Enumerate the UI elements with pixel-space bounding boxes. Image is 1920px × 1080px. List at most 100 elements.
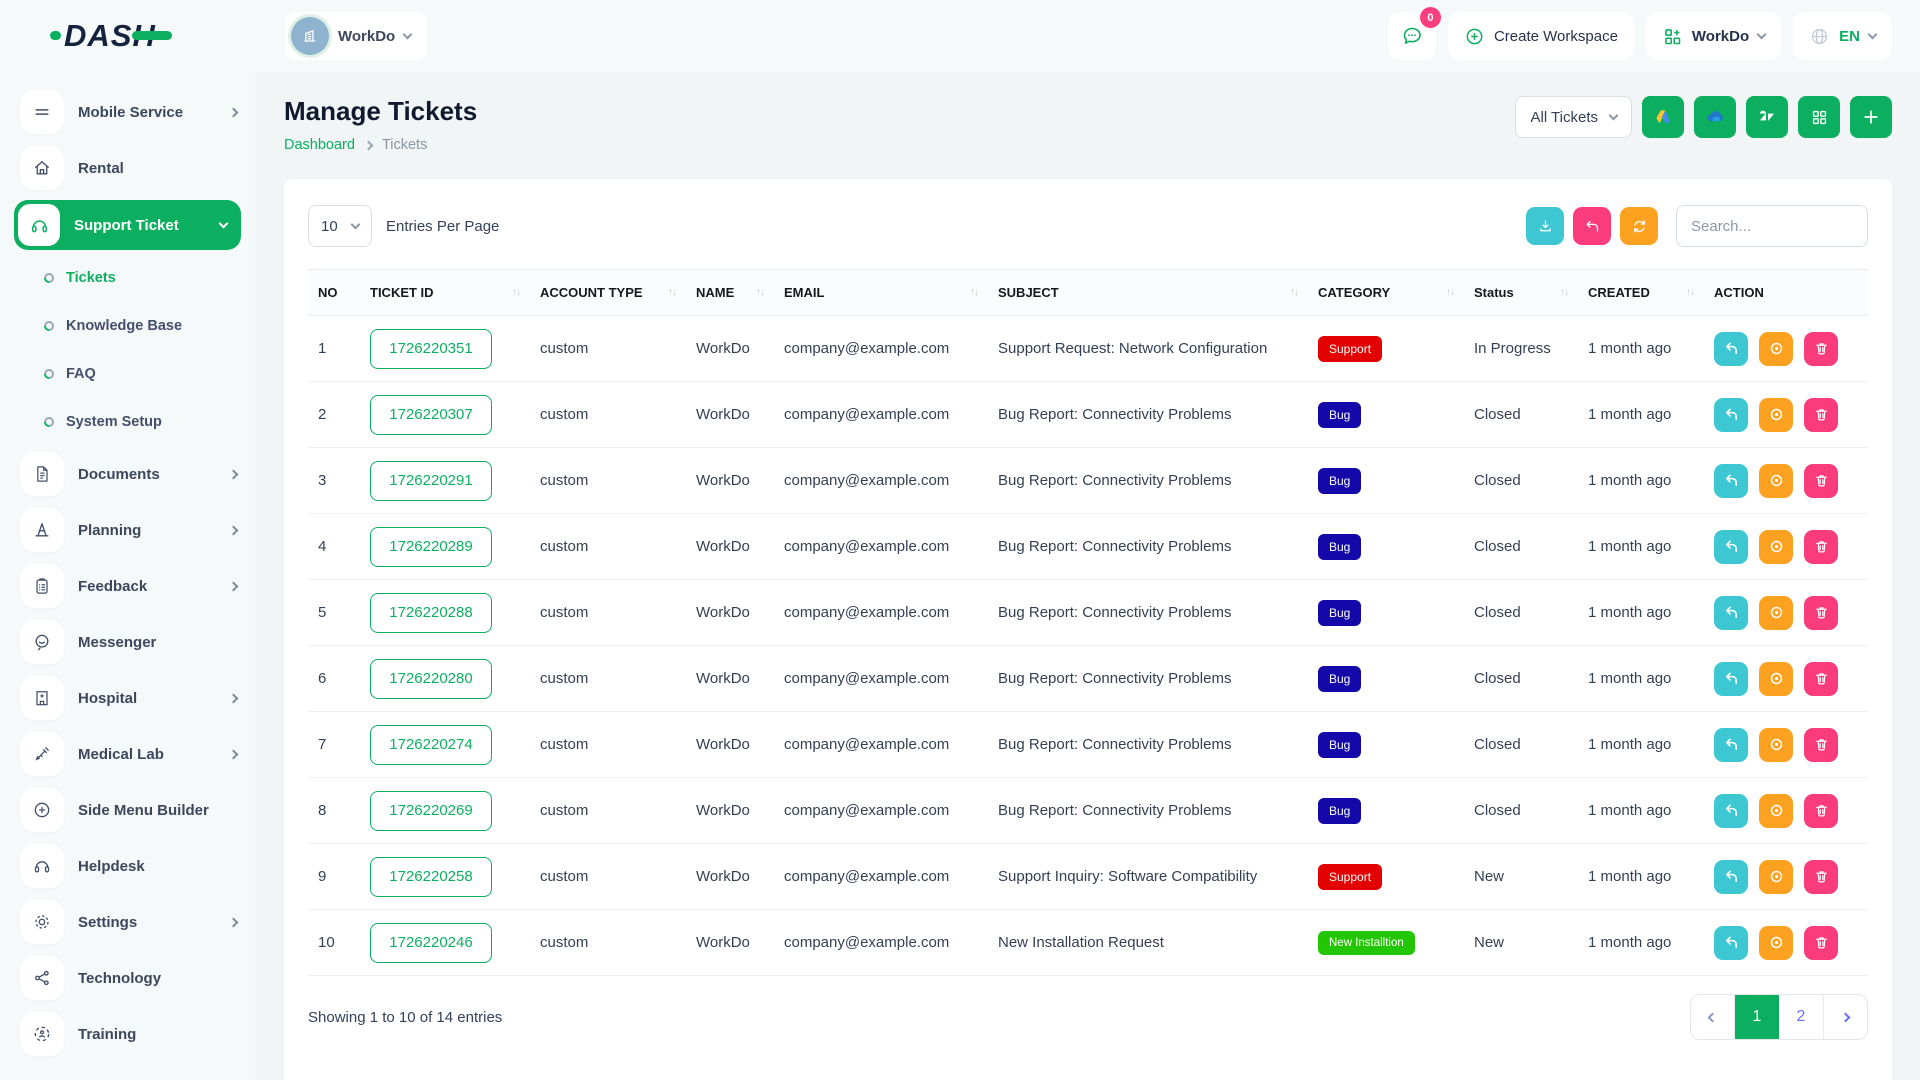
zendesk-button[interactable] — [1746, 96, 1788, 138]
entries-per-page-select[interactable]: 10 — [308, 205, 372, 247]
messages-button[interactable]: 0 — [1388, 12, 1436, 60]
sidebar-item-messenger[interactable]: Messenger — [0, 614, 255, 670]
sidebar-item-rental[interactable]: Rental — [0, 140, 255, 196]
create-workspace-button[interactable]: Create Workspace — [1448, 12, 1634, 60]
ticket-id-button[interactable]: 1726220269 — [370, 791, 492, 831]
reset-button[interactable] — [1573, 207, 1611, 245]
header-email[interactable]: EMAIL↑↓ — [774, 270, 988, 316]
header-name[interactable]: NAME↑↓ — [686, 270, 774, 316]
ticket-id-button[interactable]: 1726220289 — [370, 527, 492, 567]
google-drive-button[interactable] — [1642, 96, 1684, 138]
delete-ticket-button[interactable] — [1804, 794, 1838, 828]
delete-ticket-button[interactable] — [1804, 596, 1838, 630]
delete-ticket-button[interactable] — [1804, 398, 1838, 432]
pagination-next-button[interactable] — [1823, 995, 1867, 1039]
sidebar-item-hospital[interactable]: Hospital — [0, 670, 255, 726]
ticket-id-button[interactable]: 1726220307 — [370, 395, 492, 435]
add-ticket-button[interactable] — [1850, 96, 1892, 138]
app-menu-button[interactable]: WorkDo — [1646, 12, 1781, 60]
reply-ticket-button[interactable] — [1714, 398, 1748, 432]
ticket-id-button[interactable]: 1726220258 — [370, 857, 492, 897]
delete-ticket-button[interactable] — [1804, 860, 1838, 894]
reply-ticket-button[interactable] — [1714, 728, 1748, 762]
header-category[interactable]: CATEGORY↑↓ — [1308, 270, 1464, 316]
breadcrumb-dashboard-link[interactable]: Dashboard — [284, 137, 355, 153]
pagination-page-2[interactable]: 2 — [1779, 995, 1823, 1039]
view-ticket-button[interactable] — [1759, 530, 1793, 564]
sidebar-item-planning[interactable]: Planning — [0, 502, 255, 558]
row-number: 2 — [308, 382, 360, 448]
header-no[interactable]: NO — [308, 270, 360, 316]
reply-ticket-button[interactable] — [1714, 332, 1748, 366]
sidebar-item-side-menu-builder[interactable]: Side Menu Builder — [0, 782, 255, 838]
sidebar-item-technology[interactable]: Technology — [0, 950, 255, 1006]
sidebar-subitem-system-setup[interactable]: System Setup — [0, 398, 255, 446]
pagination-page-1[interactable]: 1 — [1735, 995, 1779, 1039]
sidebar-item-support-ticket[interactable]: Support Ticket — [14, 200, 241, 250]
header-ticket-id[interactable]: TICKET ID↑↓ — [360, 270, 530, 316]
view-ticket-button[interactable] — [1759, 662, 1793, 696]
language-selector[interactable]: EN — [1793, 12, 1892, 60]
delete-ticket-button[interactable] — [1804, 530, 1838, 564]
grid-view-button[interactable] — [1798, 96, 1840, 138]
category-badge: Support — [1318, 336, 1382, 362]
sidebar-subitem-faq[interactable]: FAQ — [0, 350, 255, 398]
sort-icon[interactable]: ↑↓ — [1446, 287, 1454, 298]
delete-ticket-button[interactable] — [1804, 728, 1838, 762]
pagination-prev-button[interactable] — [1691, 995, 1735, 1039]
sort-icon[interactable]: ↑↓ — [756, 287, 764, 298]
sidebar-item-medical-lab[interactable]: Medical Lab — [0, 726, 255, 782]
reply-ticket-button[interactable] — [1714, 662, 1748, 696]
view-ticket-button[interactable] — [1759, 926, 1793, 960]
ticket-id-button[interactable]: 1726220351 — [370, 329, 492, 369]
refresh-button[interactable] — [1620, 207, 1658, 245]
ticket-id-button[interactable]: 1726220280 — [370, 659, 492, 699]
sidebar-item-settings[interactable]: Settings — [0, 894, 255, 950]
delete-ticket-button[interactable] — [1804, 332, 1838, 366]
reply-ticket-button[interactable] — [1714, 860, 1748, 894]
reply-ticket-button[interactable] — [1714, 464, 1748, 498]
sidebar-subitem-tickets[interactable]: Tickets — [0, 254, 255, 302]
sidebar-item-feedback[interactable]: Feedback — [0, 558, 255, 614]
workspace-selector[interactable]: WorkDo — [285, 12, 427, 60]
view-ticket-button[interactable] — [1759, 332, 1793, 366]
ticket-filter-select[interactable]: All Tickets — [1515, 96, 1632, 138]
onedrive-button[interactable] — [1694, 96, 1736, 138]
sort-icon[interactable]: ↑↓ — [668, 287, 676, 298]
reply-ticket-button[interactable] — [1714, 794, 1748, 828]
sidebar-item-helpdesk[interactable]: Helpdesk — [0, 838, 255, 894]
view-ticket-button[interactable] — [1759, 398, 1793, 432]
reply-ticket-button[interactable] — [1714, 530, 1748, 564]
sort-icon[interactable]: ↑↓ — [1686, 287, 1694, 298]
sort-icon[interactable]: ↑↓ — [1290, 287, 1298, 298]
export-button[interactable] — [1526, 207, 1564, 245]
ticket-id-button[interactable]: 1726220274 — [370, 725, 492, 765]
search-input[interactable] — [1676, 205, 1868, 247]
header-subject[interactable]: SUBJECT↑↓ — [988, 270, 1308, 316]
reply-ticket-button[interactable] — [1714, 926, 1748, 960]
ticket-id-button[interactable]: 1726220246 — [370, 923, 492, 963]
sidebar-item-documents[interactable]: Documents — [0, 446, 255, 502]
view-ticket-button[interactable] — [1759, 794, 1793, 828]
delete-ticket-button[interactable] — [1804, 926, 1838, 960]
reply-ticket-button[interactable] — [1714, 596, 1748, 630]
sort-icon[interactable]: ↑↓ — [512, 287, 520, 298]
header-account-type[interactable]: ACCOUNT TYPE↑↓ — [530, 270, 686, 316]
view-ticket-button[interactable] — [1759, 596, 1793, 630]
view-ticket-button[interactable] — [1759, 728, 1793, 762]
delete-ticket-button[interactable] — [1804, 464, 1838, 498]
view-ticket-button[interactable] — [1759, 464, 1793, 498]
ticket-id-button[interactable]: 1726220288 — [370, 593, 492, 633]
sort-icon[interactable]: ↑↓ — [970, 287, 978, 298]
row-number: 8 — [308, 778, 360, 844]
delete-ticket-button[interactable] — [1804, 662, 1838, 696]
ticket-id-button[interactable]: 1726220291 — [370, 461, 492, 501]
header-status[interactable]: Status↑↓ — [1464, 270, 1578, 316]
sidebar-subitem-knowledge-base[interactable]: Knowledge Base — [0, 302, 255, 350]
sidebar-item-training[interactable]: Training — [0, 1006, 255, 1062]
view-ticket-button[interactable] — [1759, 860, 1793, 894]
sort-icon[interactable]: ↑↓ — [1560, 287, 1568, 298]
brand: DASH — [0, 18, 255, 54]
header-created[interactable]: CREATED↑↓ — [1578, 270, 1704, 316]
sidebar-item-mobile-service[interactable]: Mobile Service — [0, 84, 255, 140]
